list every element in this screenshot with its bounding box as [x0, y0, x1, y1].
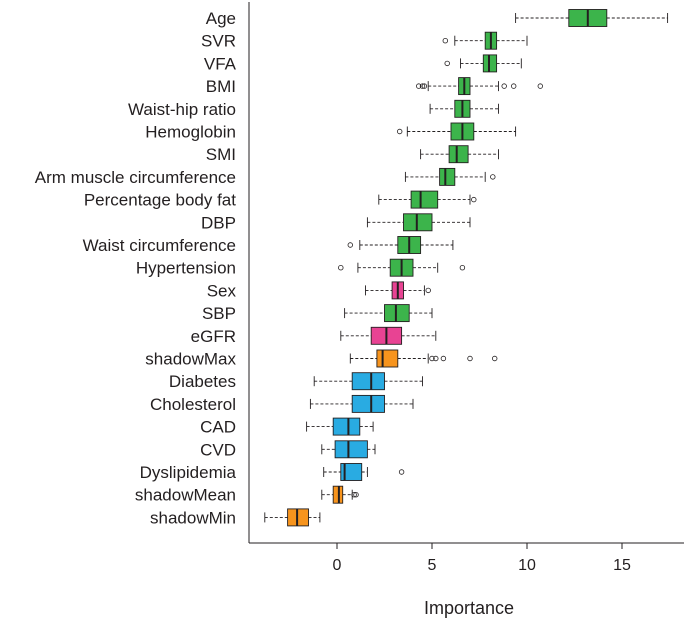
iqr-box: [439, 167, 456, 186]
outlier-point: [537, 83, 543, 89]
boxplot-row: [420, 145, 499, 164]
outlier-point: [490, 174, 496, 180]
boxplot-row: [309, 394, 414, 413]
boxplot-row: [515, 9, 669, 27]
x-ticks: 0 5 10 15: [333, 543, 631, 574]
outlier-point: [459, 265, 466, 271]
boxplot-row: [416, 77, 543, 96]
outlier-point: [338, 265, 344, 271]
category-label: CVD: [200, 440, 236, 459]
category-label: Waist circumference: [83, 236, 236, 255]
outlier-point: [442, 38, 448, 44]
category-label: Dyslipidemia: [140, 463, 237, 482]
outlier-point: [501, 83, 507, 89]
boxplot-row: [365, 281, 431, 300]
boxplot-row: [321, 485, 359, 504]
outlier-point: [511, 83, 517, 89]
boxplot-row: [349, 349, 498, 368]
category-label: CAD: [200, 418, 236, 437]
category-label: shadowMax: [145, 350, 236, 369]
boxplot-row: [366, 213, 471, 232]
outlier-point: [398, 469, 405, 475]
iqr-box: [332, 417, 361, 436]
category-label: eGFR: [191, 327, 236, 346]
boxplot-row: [347, 236, 454, 254]
boxplot-row: [264, 508, 321, 527]
category-label: Waist-hip ratio: [128, 100, 236, 119]
iqr-box: [448, 145, 469, 164]
outlier-point: [419, 83, 426, 89]
category-label: DBP: [201, 213, 236, 232]
category-label: Hemoglobin: [145, 123, 236, 142]
category-label: Age: [206, 9, 236, 28]
iqr-box: [376, 349, 399, 368]
boxplot-row: [429, 99, 499, 118]
boxplot-row: [313, 372, 423, 391]
category-label: Diabetes: [169, 372, 236, 391]
boxplot-row: [378, 190, 477, 209]
boxplot-row: [340, 326, 437, 345]
boxplot-row: [442, 31, 528, 50]
boxplot-row: [444, 54, 522, 73]
outlier-point: [429, 355, 435, 362]
category-label: SBP: [202, 304, 236, 323]
boxplot-row: [344, 304, 433, 323]
boxplot-row: [338, 258, 466, 277]
category-label: shadowMin: [150, 508, 236, 527]
boxplot-row: [397, 122, 517, 141]
outlier-point: [425, 287, 431, 294]
category-label: SVR: [201, 32, 236, 51]
category-label: Hypertension: [136, 259, 236, 278]
x-axis-title: Importance: [424, 598, 514, 618]
x-tick-label: 5: [428, 557, 437, 574]
outlier-point: [492, 355, 498, 362]
iqr-box: [351, 394, 385, 413]
outlier-point: [347, 242, 353, 248]
outlier-point: [440, 355, 447, 362]
outlier-point: [397, 128, 403, 135]
x-tick-label: 0: [333, 557, 342, 574]
boxplot-rows: [264, 9, 669, 527]
outlier-point: [353, 492, 359, 498]
outlier-point: [351, 492, 357, 498]
category-label: shadowMean: [135, 486, 236, 505]
outlier-point: [433, 355, 439, 362]
category-label: VFA: [204, 54, 237, 73]
outlier-point: [471, 196, 477, 203]
outlier-point: [467, 355, 473, 362]
boxplot-row: [323, 463, 405, 481]
category-label: Percentage body fat: [84, 191, 236, 210]
iqr-box: [340, 463, 363, 481]
x-tick-label: 10: [518, 557, 536, 574]
category-label: BMI: [206, 77, 236, 96]
boxplot-row: [404, 167, 496, 186]
category-labels: Age SVR VFA BMI Waist-hip ratio Hemoglobin SMI…: [35, 9, 237, 527]
iqr-box: [351, 372, 385, 391]
plot-frame: [248, 2, 684, 544]
boxplot-row: [306, 417, 374, 436]
outlier-point: [421, 83, 428, 89]
iqr-box: [334, 440, 368, 459]
iqr-box: [410, 190, 439, 209]
category-label: SMI: [206, 145, 236, 164]
category-label: Sex: [207, 281, 237, 300]
category-label: Cholesterol: [150, 395, 236, 414]
category-label: Arm muscle circumference: [35, 168, 236, 187]
boxplot-row: [321, 440, 376, 459]
outlier-point: [444, 60, 450, 67]
outlier-point: [416, 83, 422, 89]
x-tick-label: 15: [613, 557, 631, 574]
